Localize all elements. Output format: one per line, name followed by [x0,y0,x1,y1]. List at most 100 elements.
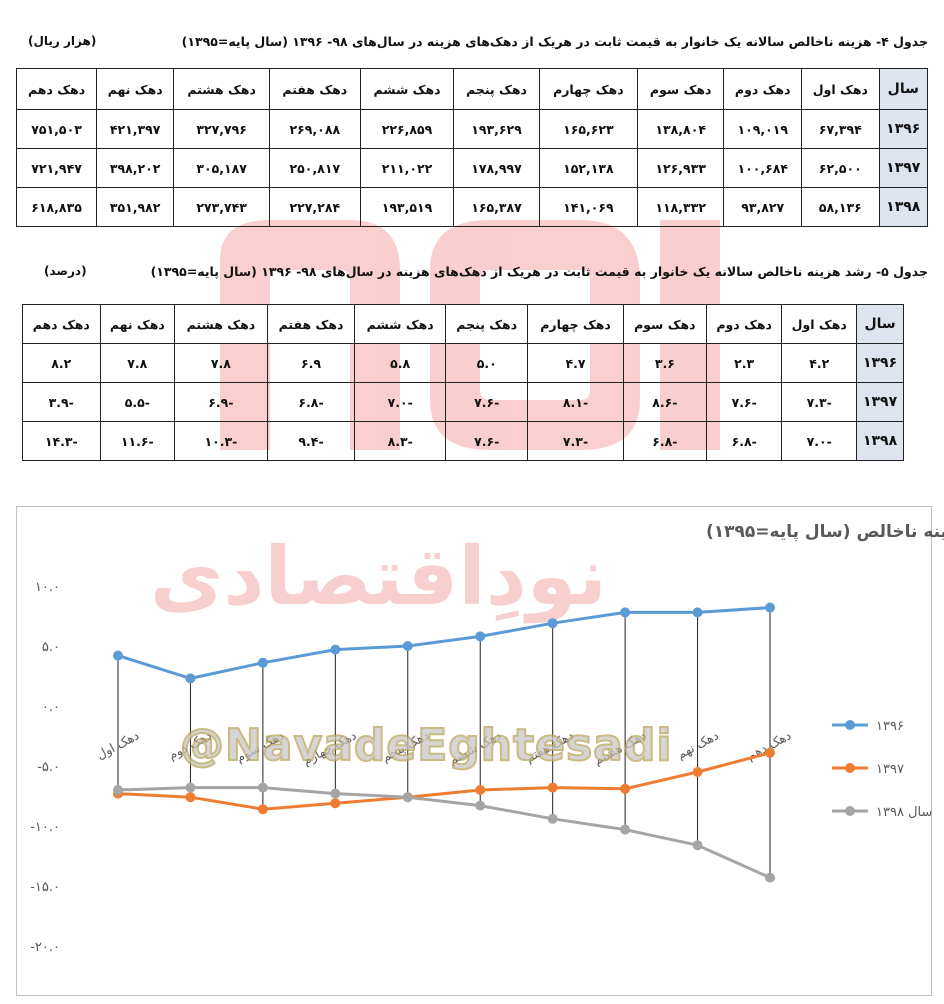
table4-value-cell: ۱۴۱,۰۶۹ [538,187,639,227]
table5-value-cell: -۱۱.۶ [99,421,176,461]
table4-value-cell: ۳۲۷,۷۹۶ [173,109,270,149]
series-point [330,798,341,809]
table4-value-cell: ۱۶۵,۶۲۳ [538,109,639,149]
series-point [257,804,268,815]
series-line [117,606,771,680]
series-line [117,786,771,879]
table4-value-cell: ۶۷,۳۹۴ [801,109,880,149]
watermark-handle: @NavadeEghtesadi [179,719,673,772]
table4: سال دهک اول دهک دوم دهک سوم دهک چهارم دهک پنج… [15,68,929,227]
chart-title: رشد هزینه یک خانوار به قیمت ثابت در دهک … [706,522,944,542]
series-point [692,607,703,618]
table5-decile-header: دهک هشتم [174,304,268,344]
table5-year-cell: ۱۳۹۸ [856,421,904,461]
table4-year-header: سال [878,68,929,110]
legend-label: سال ۱۳۹۸ [876,805,932,820]
table4-header-row: سال دهک اول دهک دوم دهک سوم دهک چهارم دهک پنج… [15,68,929,110]
table4-value-cell: ۲۱۱,۰۲۲ [359,148,455,188]
table5-decile-header: دهک نهم [99,304,176,344]
table5-value-cell: ۴.۲ [781,343,858,383]
table4-value-cell: ۱۲۶,۹۳۳ [637,148,725,188]
table5-value-cell: -۷.۳ [781,382,858,422]
table4-row: ۱۳۹۶ ۶۷,۳۹۴ ۱۰۹,۰۱۹ ۱۳۸,۸۰۴ ۱۶۵,۶۲۳ ۱۹۳,۶۲۹ ۲۲… [15,109,929,149]
table5-value-cell: -۷.۶ [445,421,529,461]
table4-value-cell: ۲۲۶,۸۵۹ [359,109,455,149]
series-point [330,788,341,799]
table4-year-cell: ۱۳۹۸ [878,187,929,227]
series-point [620,824,631,835]
table4-decile-header: دهک دوم [723,68,803,110]
table5-value-cell: -۶.۸ [266,382,356,422]
table5-decile-header: دهک دهم [22,304,101,344]
series-point [765,872,775,883]
table5-unit: (درصد) [44,264,87,278]
table4-decile-header: دهک پنجم [453,68,540,110]
table5-value-cell: ۳.۶ [622,343,707,383]
table5: سال دهک اول دهک دوم دهک سوم دهک چهارم دهک پنج… [22,304,904,461]
table4-value-cell: ۱۵۲,۱۳۸ [538,148,639,188]
table4-unit: (هزار ریال) [28,34,97,48]
table5-value-cell: -۶.۹ [174,382,268,422]
table5-row: ۱۳۹۸ -۷.۰ -۶.۸ -۶.۸ -۷.۳ -۷.۶ -۸.۳ -۹.۴ -۱۰.۳ -۱۱… [22,421,904,461]
table4-decile-header: دهک چهارم [538,68,639,110]
table5-title: جدول ۵- رشد هزینه ناخالص سالانه یک خانوا… [150,264,928,279]
table5-value-cell: ۵.۸ [354,343,447,383]
y-tick-label: -۱۵.۰ [30,880,60,895]
legend-marker [845,720,855,730]
table5-value-cell: ۴.۷ [527,343,624,383]
series-point [185,673,196,684]
table5-value-cell: -۶.۸ [705,421,783,461]
table5-value-cell: -۹.۴ [266,421,356,461]
y-tick-label: ۵.۰ [42,640,60,655]
table4-row: ۱۳۹۸ ۵۸,۱۳۶ ۹۳,۸۲۷ ۱۱۸,۳۳۲ ۱۴۱,۰۶۹ ۱۶۵,۳۸۷ ۱۹۳… [15,187,929,227]
table5-value-cell: -۱۴.۳ [22,421,101,461]
y-tick-label: -۵.۰ [37,760,60,775]
table5-value-cell: ۶.۹ [266,343,356,383]
legend-marker [845,763,855,773]
table4-value-cell: ۳۰۵,۱۸۷ [173,148,270,188]
series-point [257,657,268,668]
table4-value-cell: ۱۳۸,۸۰۴ [637,109,725,149]
y-tick-label: -۲۰.۰ [30,940,60,955]
table4-value-cell: ۲۶۹,۰۸۸ [269,109,361,149]
table4-value-cell: ۱۱۸,۳۳۲ [637,187,725,227]
legend-label: ۱۳۹۷ [876,762,904,777]
series-point [765,747,775,758]
table5-decile-header: دهک پنجم [445,304,529,344]
table5-decile-header: دهک سوم [622,304,707,344]
table4-value-cell: ۲۷۳,۷۴۳ [173,187,270,227]
table4-value-cell: ۱۹۳,۶۲۹ [453,109,540,149]
series-point [692,767,703,777]
chart-frame [16,506,932,996]
table4-value-cell: ۵۸,۱۳۶ [801,187,880,227]
series-point [620,783,631,794]
series-point [330,644,341,655]
table5-value-cell: -۳.۹ [22,382,101,422]
table5-decile-header: دهک هفتم [266,304,356,344]
series-point [185,792,196,803]
table5-year-cell: ۱۳۹۷ [856,382,904,422]
series-point [257,782,268,793]
table4-row: ۱۳۹۷ ۶۲,۵۰۰ ۱۰۰,۶۸۴ ۱۲۶,۹۳۳ ۱۵۲,۱۳۸ ۱۷۸,۹۹۷ ۲۱… [15,148,929,188]
table4-value-cell: ۲۵۰,۸۱۷ [269,148,361,188]
table4-decile-header: دهک دهم [15,68,98,110]
table5-value-cell: -۸.۳ [354,421,447,461]
table4-value-cell: ۶۱۸,۸۳۵ [15,187,98,227]
series-point [547,813,558,824]
legend-label: ۱۳۹۶ [876,719,904,734]
table5-value-cell: -۷.۶ [445,382,529,422]
table5-decile-header: دهک ششم [354,304,447,344]
table5-value-cell: ۷.۸ [99,343,176,383]
table4-decile-header: دهک هفتم [269,68,361,110]
series-point [547,618,558,629]
series-point [547,782,558,793]
series-point [402,641,413,651]
series-point [402,792,413,803]
table4-decile-header: دهک نهم [96,68,175,110]
table4-value-cell: ۱۹۳,۵۱۹ [359,187,455,227]
table4-year-cell: ۱۳۹۶ [878,109,929,149]
table5-value-cell: -۱۰.۳ [174,421,268,461]
table4-year-cell: ۱۳۹۷ [878,148,929,188]
table5-value-cell: -۶.۸ [622,421,707,461]
